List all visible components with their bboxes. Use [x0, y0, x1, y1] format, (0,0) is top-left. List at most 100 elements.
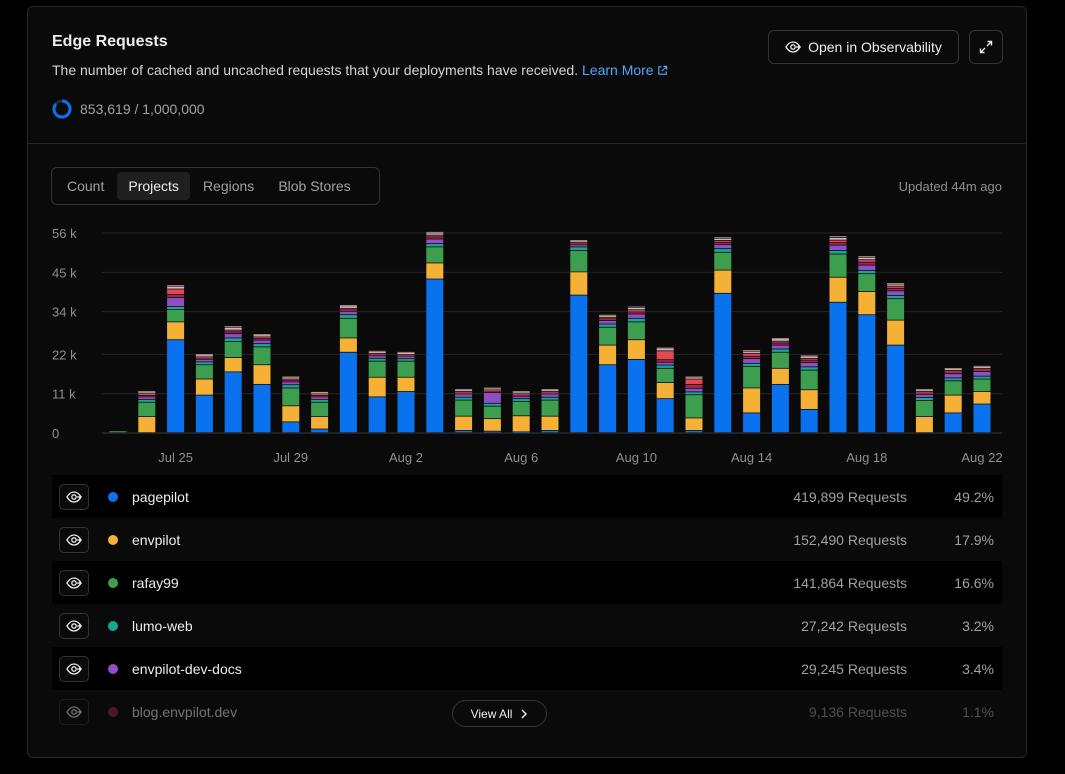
bar-segment-other-tan — [368, 350, 386, 352]
learn-more-label: Learn More — [582, 62, 654, 78]
bar-segment-envpilot — [771, 368, 789, 384]
x-tick-label: Aug 14 — [731, 450, 772, 465]
usage-text: 853,619 / 1,000,000 — [80, 101, 205, 117]
bar-segment-envpilot-dev-docs — [944, 374, 962, 378]
row-observability-button[interactable] — [59, 569, 89, 596]
bar-segment-lumo-web — [800, 367, 818, 370]
project-percent: 16.6% — [954, 574, 994, 591]
bar-segment-rafay99 — [138, 402, 156, 417]
bar-segment-other-tan — [743, 350, 761, 351]
bar-segment-blog.envpilot.dev — [944, 371, 962, 374]
external-link-icon — [657, 65, 667, 75]
bar-segment-lumo-web — [829, 250, 847, 254]
y-tick-label: 45 k — [52, 265, 77, 280]
open-in-observability-button[interactable]: Open in Observability — [768, 30, 959, 64]
bar-segment-envpilot — [167, 322, 185, 340]
bar-segment-envpilot — [973, 391, 991, 404]
row-observability-button[interactable] — [59, 526, 89, 553]
bar-segment-blog.envpilot.dev — [195, 358, 213, 360]
expand-button[interactable] — [969, 30, 1003, 64]
bar-segment-other-lavender — [455, 390, 473, 392]
bar-segment-blog.envpilot.dev — [973, 369, 991, 372]
bar-segment-envpilot-dev-docs — [915, 394, 933, 398]
bar-segment-other-lavender — [714, 238, 732, 241]
bar-segment-blog.envpilot.dev — [685, 384, 703, 388]
bar-segment-envpilot-dev-docs — [887, 291, 905, 296]
bar-segment-blog.envpilot.dev — [714, 242, 732, 244]
bar-segment-other-tan — [685, 376, 703, 378]
bar-segment-envpilot-dev-docs — [599, 320, 617, 324]
row-observability-button[interactable] — [59, 655, 89, 682]
bar-segment-other-red — [368, 353, 386, 355]
bar-segment-other-lavender — [656, 348, 674, 351]
project-requests: 419,899 Requests — [793, 488, 907, 505]
project-row: lumo-web 27,242 Requests 3.2% — [52, 604, 1002, 647]
observability-icon — [66, 576, 82, 589]
bar-segment-rafay99 — [455, 400, 473, 416]
view-all-button[interactable]: View All — [452, 700, 547, 727]
bar-segment-envpilot — [339, 338, 357, 352]
bar-segment-lumo-web — [167, 306, 185, 309]
y-tick-label: 22 k — [52, 347, 77, 362]
tab-blob-stores[interactable]: Blob Stores — [278, 178, 351, 194]
tab-count[interactable]: Count — [67, 178, 105, 194]
bar-segment-envpilot — [887, 320, 905, 345]
bar-segment-other-red — [714, 240, 732, 242]
bar-segment-envpilot — [368, 377, 386, 397]
bar-segment-envpilot — [800, 390, 818, 409]
bar-segment-pagepilot — [397, 391, 415, 433]
project-percent: 49.2% — [954, 488, 994, 505]
project-row: pagepilot 419,899 Requests 49.2% — [52, 475, 1002, 518]
observability-icon — [66, 662, 82, 675]
bar-segment-envpilot — [311, 416, 329, 429]
bar-segment-lumo-web — [627, 318, 645, 322]
bar-segment-other-tan — [829, 236, 847, 238]
project-percent: 17.9% — [954, 531, 994, 548]
bar-segment-envpilot — [743, 388, 761, 413]
bar-segment-pagepilot — [973, 404, 991, 433]
bar-segment-blog.envpilot.dev — [426, 237, 444, 239]
bar-segment-lumo-web — [512, 399, 530, 402]
row-observability-button[interactable] — [59, 698, 89, 725]
y-tick-label: 0 — [52, 426, 59, 441]
bar-segment-rafay99 — [512, 401, 530, 416]
bar-segment-other-lavender — [570, 241, 588, 243]
project-name: envpilot — [132, 531, 181, 548]
bar-segment-other-red — [455, 391, 473, 393]
bar-segment-envpilot — [570, 272, 588, 295]
bar-segment-pagepilot — [253, 384, 271, 433]
bar-segment-envpilot — [455, 416, 473, 431]
tab-projects[interactable]: Projects — [117, 172, 190, 200]
bar-segment-envpilot — [656, 383, 674, 399]
bar-segment-envpilot-dev-docs — [627, 314, 645, 318]
bar-segment-blog.envpilot.dev — [339, 310, 357, 312]
bar-segment-blog.envpilot.dev — [253, 338, 271, 340]
project-color-dot — [108, 706, 118, 717]
bar-segment-envpilot — [627, 340, 645, 359]
bar-segment-other-tan — [282, 376, 300, 378]
bar-segment-rafay99 — [570, 250, 588, 272]
tab-regions[interactable]: Regions — [202, 178, 255, 194]
learn-more-link[interactable]: Learn More — [582, 62, 668, 78]
row-observability-button[interactable] — [59, 483, 89, 510]
bar-segment-other-lavender — [253, 335, 271, 337]
project-name: lumo-web — [132, 617, 193, 634]
bar-segment-other-red — [167, 289, 185, 294]
x-tick-label: Aug 6 — [504, 450, 538, 465]
bar-segment-pagepilot — [627, 359, 645, 433]
bar-segment-other-tan — [483, 387, 501, 389]
bar-segment-envpilot-dev-docs — [167, 298, 185, 307]
bar-segment-other-tan — [339, 305, 357, 306]
bar-segment-other-red — [311, 394, 329, 396]
row-observability-button[interactable] — [59, 612, 89, 639]
bar-segment-other-red — [656, 351, 674, 360]
bar-segment-blog.envpilot.dev — [887, 288, 905, 291]
project-row: envpilot-dev-docs 29,245 Requests 3.4% — [52, 647, 1002, 690]
bar-segment-other-tan — [311, 391, 329, 393]
bar-segment-rafay99 — [253, 347, 271, 365]
bar-segment-pagepilot — [656, 399, 674, 433]
bar-segment-envpilot-dev-docs — [541, 394, 559, 397]
bar-segment-pagepilot — [887, 345, 905, 433]
bar-segment-blog.envpilot.dev — [570, 243, 588, 245]
bar-segment-other-tan — [887, 283, 905, 284]
